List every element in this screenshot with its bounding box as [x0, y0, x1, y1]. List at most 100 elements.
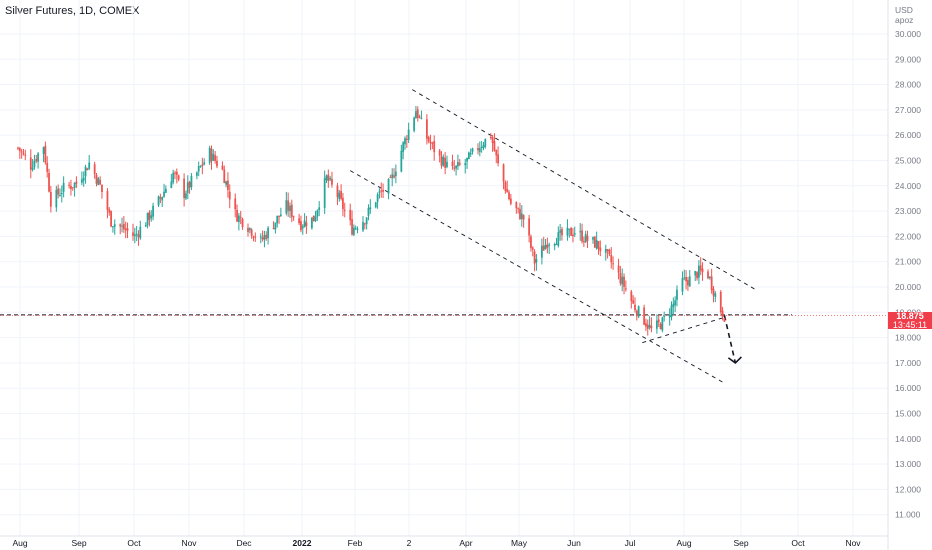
candle-body [568, 228, 571, 230]
candle-body [73, 182, 76, 188]
candle-body [497, 154, 499, 164]
candle-body [477, 148, 479, 151]
candle-body [298, 218, 301, 224]
candle-body [502, 164, 505, 182]
candle-body [597, 241, 600, 249]
candle-body [531, 247, 534, 250]
candle-body [225, 181, 227, 185]
y-tick-label: 23.000 [895, 206, 921, 216]
candle-body [62, 182, 65, 192]
candle-body [508, 192, 510, 200]
x-tick-label: Nov [845, 538, 861, 548]
price-axis: 30.000 29.000 28.000 27.000 26.000 25.000 24.0… [887, 0, 921, 550]
candle-body [119, 224, 122, 227]
candle-body [190, 175, 193, 188]
candle-body [44, 145, 47, 163]
candle-body [593, 236, 596, 248]
candle-body [721, 310, 724, 318]
y-tick-label: 14.000 [895, 434, 921, 444]
candle-body [446, 161, 448, 168]
candle-body [582, 241, 585, 243]
candle-body [694, 271, 697, 276]
candle-body [351, 219, 353, 235]
candle-body [530, 236, 532, 248]
candle-body [581, 230, 583, 242]
candle-body [429, 141, 432, 144]
candle-body [683, 277, 686, 279]
y-tick-label: 17.000 [895, 358, 921, 368]
candle-body [236, 209, 238, 222]
candle-body [24, 154, 27, 156]
candle-body [188, 181, 191, 188]
candle-body [148, 212, 151, 220]
candle-body [68, 184, 71, 186]
candle-body [701, 268, 704, 273]
candle-body [632, 300, 635, 304]
candlestick-series [17, 105, 726, 336]
candle-body [400, 150, 403, 172]
candle-body [352, 227, 355, 235]
candle-body [356, 228, 359, 230]
candle-body [261, 237, 264, 240]
candle-body [546, 244, 549, 248]
candle-body [124, 228, 127, 231]
candle-body [393, 175, 395, 178]
y-tick-label: 25.000 [895, 156, 921, 166]
candle-body [420, 117, 423, 119]
candle-body [133, 234, 136, 237]
candle-body [453, 167, 456, 169]
candle-body [482, 145, 485, 148]
y-tick-label: 27.000 [895, 105, 921, 115]
candle-body [433, 141, 436, 153]
candle-body [471, 148, 474, 152]
y-tick-label: 13.000 [895, 459, 921, 469]
candle-body [75, 181, 78, 184]
candle-body [227, 180, 229, 190]
x-tick-label: Nov [181, 538, 197, 548]
candle-body [139, 226, 142, 239]
candle-body [610, 254, 613, 263]
candle-body [174, 172, 176, 174]
candle-body [553, 243, 556, 246]
candle-body [97, 178, 100, 186]
candle-body [329, 178, 332, 180]
candle-body [272, 227, 275, 229]
candle-body [35, 158, 38, 162]
candle-body [687, 280, 689, 286]
candle-body [183, 178, 186, 199]
candle-body [672, 303, 675, 307]
candle-body [59, 194, 61, 196]
candle-body [93, 164, 96, 175]
candle-body [595, 239, 598, 249]
candle-body [135, 233, 138, 235]
x-tick-label: Oct [127, 538, 141, 548]
candle-body [112, 226, 114, 228]
candle-body [18, 147, 21, 152]
candle-body [376, 194, 379, 202]
candle-body [203, 162, 206, 165]
candle-body [612, 263, 614, 265]
candle-body [367, 207, 370, 216]
candle-body [254, 236, 257, 238]
candle-body [132, 232, 134, 236]
candle-body [216, 160, 218, 167]
candle-body [267, 227, 269, 239]
candle-body [572, 234, 574, 237]
candle-body [444, 157, 447, 168]
candle-body [199, 165, 202, 167]
candle-body [305, 222, 308, 227]
candle-body [150, 215, 153, 219]
candle-body [289, 205, 291, 212]
candle-body [478, 148, 481, 152]
candle-body [544, 244, 547, 250]
candle-body [685, 276, 687, 282]
candle-body [239, 216, 242, 218]
candle-body [712, 288, 715, 296]
x-tick-label: Feb [348, 538, 363, 548]
candle-body [354, 227, 357, 229]
candle-body [440, 156, 443, 166]
candle-body [418, 116, 421, 118]
trend-channel-line [412, 89, 756, 290]
candle-body [407, 129, 410, 140]
